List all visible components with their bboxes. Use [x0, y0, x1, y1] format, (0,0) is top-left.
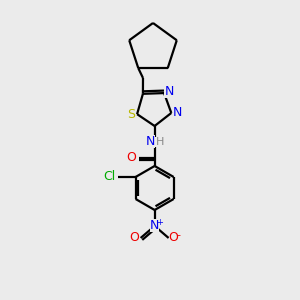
Text: O: O — [127, 152, 136, 164]
Text: N: N — [172, 106, 182, 119]
Text: N: N — [146, 136, 155, 148]
Text: +: + — [156, 218, 163, 227]
Text: Cl: Cl — [103, 170, 116, 184]
Text: O: O — [169, 232, 178, 244]
Text: H: H — [155, 137, 164, 147]
Text: S: S — [127, 108, 135, 121]
Text: O: O — [130, 232, 140, 244]
Text: -: - — [177, 230, 181, 240]
Text: N: N — [150, 220, 159, 232]
Text: N: N — [164, 85, 174, 98]
